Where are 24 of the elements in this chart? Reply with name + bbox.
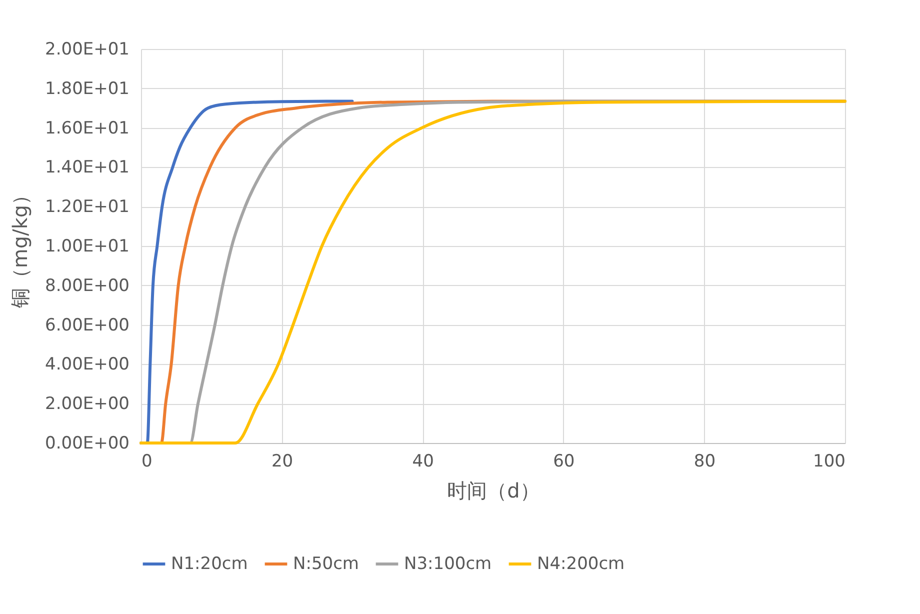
y-tick-label: 4.00E+00 — [45, 354, 130, 375]
x-tick-label: 60 — [553, 452, 575, 472]
x-tick-label: 100 — [813, 452, 846, 472]
y-tick-label: 2.00E+00 — [45, 394, 130, 414]
x-axis-title: 时间（d） — [447, 478, 540, 502]
y-tick-label: 6.00E+00 — [45, 315, 130, 336]
y-tick-label: 1.00E+01 — [45, 236, 130, 256]
y-tick-label: 0.00E+00 — [45, 434, 130, 454]
legend-label: N4:200cm — [537, 554, 625, 574]
y-tick-label: 1.60E+01 — [45, 118, 130, 138]
legend-label: N1:20cm — [171, 554, 248, 574]
y-axis-title: 铜（mg/kg） — [8, 184, 32, 310]
x-tick-label: 40 — [412, 452, 434, 472]
y-tick-label: 1.40E+01 — [45, 158, 130, 178]
y-tick-label: 1.20E+01 — [45, 197, 130, 218]
x-tick-label: 80 — [694, 452, 716, 472]
y-tick-label: 2.00E+01 — [45, 40, 130, 60]
x-tick-label: 0 — [142, 452, 152, 472]
line-series — [140, 100, 846, 444]
y-tick-label: 1.80E+01 — [45, 78, 130, 99]
legend-label: N3:100cm — [404, 554, 492, 574]
y-tick-label: 8.00E+00 — [45, 276, 130, 296]
x-tick-label: 20 — [271, 452, 294, 472]
legend-label: N:50cm — [293, 554, 359, 574]
